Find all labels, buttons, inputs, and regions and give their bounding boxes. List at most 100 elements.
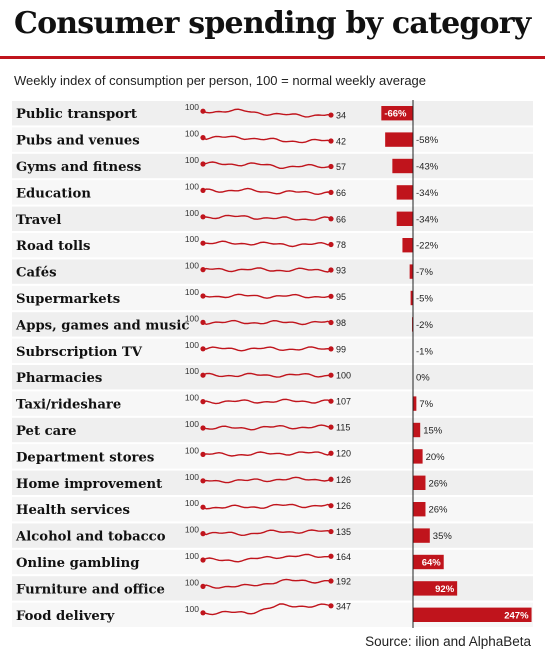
sparkline <box>202 187 332 196</box>
sparkline <box>202 503 332 510</box>
change-label: -34% <box>416 188 439 199</box>
sparkline-end-label: 347 <box>336 601 351 611</box>
change-label: 15% <box>423 426 443 437</box>
sparkline-start-dot <box>200 557 206 563</box>
sparkline-end-label: 120 <box>336 449 351 459</box>
sparkline-end-label: 78 <box>336 240 346 250</box>
sparkline-end-label: 42 <box>336 136 346 146</box>
row-band <box>12 497 533 522</box>
change-label: 64% <box>422 558 442 569</box>
sparkline <box>202 603 332 616</box>
change-label: -1% <box>416 346 433 357</box>
sparkline-end-dot <box>328 424 334 430</box>
sparkline-start-dot <box>200 135 206 141</box>
sparkline-end-label: 95 <box>336 292 346 302</box>
sparkline-start-label: 100 <box>185 287 199 297</box>
sparkline-start-dot <box>200 240 206 246</box>
sparkline-start-dot <box>200 583 206 590</box>
change-bar <box>413 528 430 543</box>
sparkline-end-dot <box>328 319 334 326</box>
sparkline <box>202 135 332 144</box>
sparkline <box>203 240 332 248</box>
category-label: Supermarkets <box>16 292 120 307</box>
sparkline-end-dot <box>328 476 334 482</box>
sparkline-start-dot <box>200 531 206 537</box>
sparkline-start-label: 100 <box>185 261 199 271</box>
sparkline-end-dot <box>328 163 334 170</box>
sparkline <box>202 578 332 589</box>
sparkline-end-label: 115 <box>336 423 350 433</box>
change-bar <box>413 581 458 596</box>
sparkline <box>202 161 332 169</box>
chart-subtitle: Weekly index of consumption per person, … <box>14 73 427 88</box>
sparkline-end-dot <box>328 189 334 195</box>
sparkline-start-dot <box>200 478 206 484</box>
sparkline-end-label: 126 <box>336 475 351 485</box>
row-band <box>12 417 533 443</box>
change-label: 92% <box>435 584 455 595</box>
row-band <box>12 233 533 258</box>
sparkline-start-dot <box>200 372 206 378</box>
sparkline-end-dot <box>328 216 334 222</box>
sparkline-end-label: 107 <box>336 397 351 407</box>
sparkline-start-dot <box>200 108 206 114</box>
sparkline-start-dot <box>200 610 206 616</box>
source-note: Source: ilion and AlphaBeta <box>365 634 531 649</box>
sparkline-end-label: 126 <box>336 501 351 511</box>
change-bar <box>396 211 413 226</box>
change-bar <box>396 185 413 200</box>
sparkline-start-label: 100 <box>185 366 199 376</box>
sparkline-start-label: 100 <box>185 155 199 165</box>
sparkline-start-label: 100 <box>185 551 199 561</box>
row-band <box>12 523 533 548</box>
category-label: Cafés <box>16 266 57 281</box>
change-bar <box>413 449 423 464</box>
sparkline-end-dot <box>328 398 334 404</box>
sparkline-start-label: 100 <box>185 472 199 482</box>
sparkline-end-dot <box>328 503 334 509</box>
change-bar <box>413 502 426 517</box>
sparkline-start-dot <box>200 425 206 431</box>
change-label: -7% <box>416 267 433 278</box>
category-label: Home improvement <box>16 477 163 492</box>
sparkline-start-dot <box>200 293 206 299</box>
sparkline-end-dot <box>328 346 334 352</box>
change-label: 0% <box>416 373 430 384</box>
sparkline-start-label: 100 <box>185 234 199 244</box>
sparkline-start-label: 100 <box>185 129 199 139</box>
category-label: Subrscription TV <box>16 345 143 360</box>
sparkline-end-dot <box>328 267 334 273</box>
change-label: -5% <box>416 294 433 305</box>
row-band <box>12 127 533 152</box>
category-label: Pet care <box>16 424 77 439</box>
change-bar <box>413 422 421 438</box>
category-label: Alcohol and tobacco <box>15 530 166 545</box>
sparkline-start-label: 100 <box>185 208 199 218</box>
sparkline-end-label: 164 <box>336 552 351 562</box>
change-label: 35% <box>433 531 453 542</box>
row-band <box>12 338 533 363</box>
sparkline-start-dot <box>200 267 206 273</box>
category-label: Pubs and venues <box>16 134 140 149</box>
row-band <box>12 365 533 390</box>
change-bar <box>413 554 444 570</box>
change-bar <box>392 158 413 174</box>
sparkline-start-label: 100 <box>185 604 199 614</box>
category-label: Department stores <box>16 450 154 465</box>
sparkline-start-dot <box>200 187 206 193</box>
change-label: 26% <box>428 505 448 516</box>
sparkline-end-dot <box>328 603 334 609</box>
row-band <box>12 101 533 126</box>
change-label: 26% <box>428 478 448 489</box>
sparkline-end-label: 66 <box>336 188 346 198</box>
sparkline-end-dot <box>328 528 334 535</box>
sparkline-end-label: 99 <box>336 344 346 354</box>
category-label: Road tolls <box>16 239 90 254</box>
category-label: Food delivery <box>16 609 115 624</box>
sparkline <box>202 267 332 273</box>
sparkline-start-label: 100 <box>185 393 199 403</box>
change-label: -34% <box>416 214 439 225</box>
sparkline <box>202 346 332 352</box>
change-label: 20% <box>426 452 446 463</box>
sparkline <box>202 293 332 299</box>
